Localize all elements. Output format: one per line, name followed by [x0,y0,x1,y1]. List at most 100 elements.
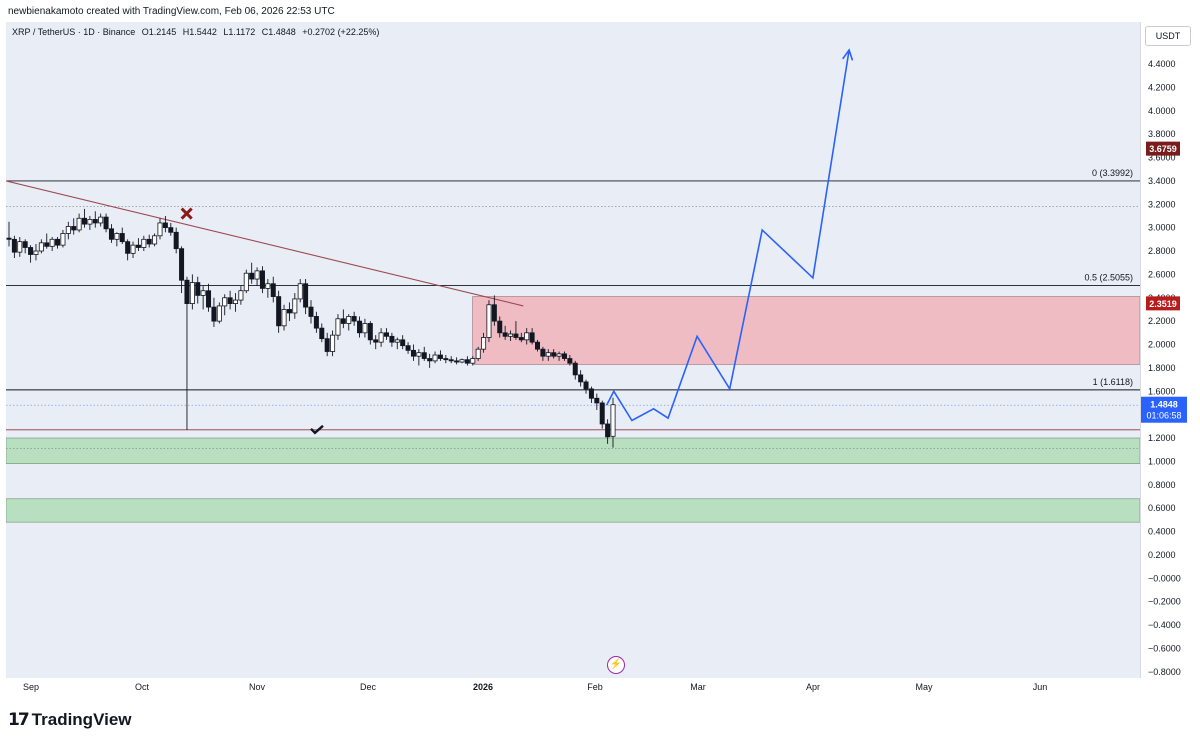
y-tick-label: 0.4000 [1148,527,1176,537]
candle-body [22,241,28,248]
x-tick-label: 2026 [473,682,493,692]
candle-body [405,345,411,351]
ohlc-high: H1.5442 [182,27,217,37]
candle-body [184,279,190,304]
candle-body [535,341,541,350]
candle-body [400,339,406,347]
candle-body [297,283,303,300]
candle-body [481,337,487,350]
candle-body [416,352,422,357]
chart-credit: newbienakamoto created with TradingView.… [8,6,335,17]
candle-body [103,216,109,230]
y-tick-label: −0.4000 [1148,620,1181,630]
y-tick-label: 3.0000 [1148,223,1176,233]
candle-body [330,334,336,352]
ohlc-open: O1.2145 [141,27,177,37]
candle-body [173,231,179,250]
candle-body [55,238,61,246]
y-tick-label: 2.6000 [1148,269,1176,279]
candle-body [518,337,524,341]
x-tick-label: Apr [806,682,820,692]
y-tick-label: 4.2000 [1148,82,1176,92]
candle-body [362,323,368,334]
x-tick-label: Dec [360,682,377,692]
candle-body [605,423,611,438]
candle-body [448,359,454,362]
candle-body [437,354,443,359]
support-zone-0 [6,437,1140,465]
candle-body [162,222,168,229]
y-tick-label: 4.0000 [1148,106,1176,116]
candle-body [459,359,465,363]
last-price-badge-bg [1141,396,1187,423]
price-scale[interactable] [1140,22,1195,678]
price-badge-value-0: 3.6759 [1149,144,1177,154]
candle-body [497,320,503,334]
candle-body [394,339,400,343]
candle-body [475,348,481,359]
last-price-countdown: 01:06:58 [1146,411,1181,421]
currency-button[interactable]: USDT [1145,26,1191,46]
support-zone-1 [6,498,1140,523]
x-tick-label: May [915,682,933,692]
candle-body [92,219,98,224]
lightning-icon[interactable]: ⚡ [607,656,625,674]
candle-body [470,358,476,364]
candle-body [28,247,34,255]
tradingview-mark-icon: 17 [8,710,30,730]
y-tick-label: −0.0000 [1148,573,1181,583]
tradingview-logo[interactable]: 17 TradingView [8,710,132,730]
candle-body [227,297,233,304]
y-tick-label: 1.0000 [1148,456,1176,466]
candle-body [335,318,341,336]
candle-body [189,282,195,304]
candle-body [454,360,460,363]
candle-body [135,244,141,248]
y-tick-label: 1.8000 [1148,363,1176,373]
candle-body [578,374,584,383]
time-scale[interactable] [6,678,1140,698]
candle-body [259,270,265,289]
projection-arrowhead [842,48,854,61]
candle-body [200,290,206,296]
candle-body [378,332,384,343]
candle-body [179,248,185,281]
candle-body [11,238,17,253]
candle-body [130,244,136,254]
y-tick-label: −0.6000 [1148,643,1181,653]
candle-body [443,358,449,361]
candle-body [599,402,605,425]
check-marker-icon [310,424,324,435]
y-tick-label: −0.2000 [1148,597,1181,607]
candle-body [216,305,222,322]
candle-body [508,333,514,337]
symbol-name[interactable]: XRP / TetherUS · 1D · Binance [12,27,136,37]
candle-body [206,290,212,308]
candle-body [383,332,389,337]
cross-marker-icon [180,207,193,220]
x-tick-label: Mar [690,682,706,692]
candle-body [119,233,125,243]
candle-body [222,297,228,307]
candle-body [567,358,573,364]
candle-body [276,296,282,327]
candle-body [249,272,255,280]
candle-body [464,359,470,364]
candle-body [238,290,244,301]
candle-body [157,222,163,237]
candle-body [125,241,131,254]
candle-body [265,283,271,289]
candle-body [98,216,104,224]
candle-body [146,238,152,245]
candle-body [502,332,508,337]
y-tick-label: 4.4000 [1148,59,1176,69]
x-tick-label: Feb [587,682,603,692]
last-price-value: 1.4848 [1150,400,1178,410]
y-tick-label: 0.2000 [1148,550,1176,560]
candle-body [588,388,594,399]
price-badge-value-1: 2.3519 [1149,299,1177,309]
candle-body [49,238,55,247]
y-tick-label: 1.2000 [1148,433,1176,443]
y-tick-label: 3.2000 [1148,199,1176,209]
x-tick-label: Jun [1033,682,1048,692]
